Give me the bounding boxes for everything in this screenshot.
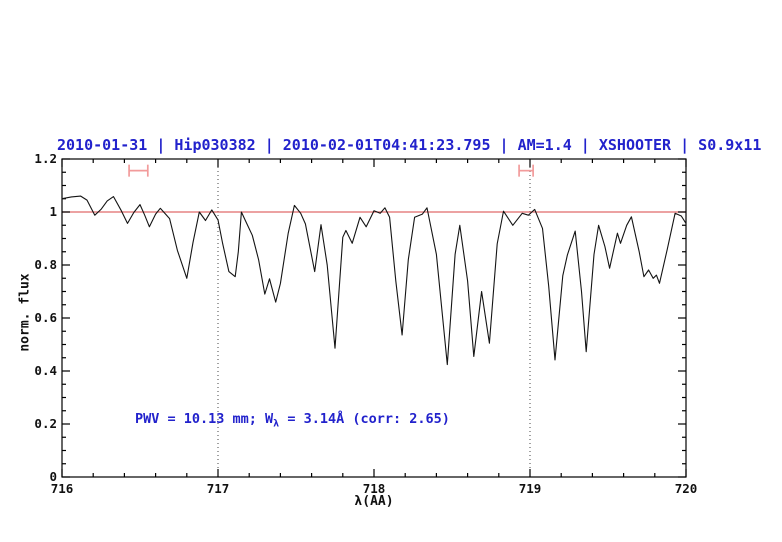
x-tick-label: 718 <box>363 481 386 496</box>
y-axis-title: norm. flux <box>17 273 33 352</box>
pwv-annotation-prefix: PWV = 10.13 mm; W <box>135 411 274 427</box>
plot-title: 2010-01-31 | Hip030382 | 2010-02-01T04:4… <box>57 136 762 154</box>
y-tick-label: 1.2 <box>34 151 57 166</box>
x-tick-label: 716 <box>51 481 74 496</box>
axes-frame <box>61 158 687 478</box>
y-tick-label: 0.8 <box>34 257 57 272</box>
pwv-annotation-subscript: λ <box>273 418 280 430</box>
x-axis-title: λ(AA) <box>354 494 394 509</box>
y-tick-label: 1 <box>49 204 57 219</box>
x-tick-label: 719 <box>519 481 542 496</box>
y-tick-label: 0.6 <box>34 310 57 325</box>
y-tick-label: 0.4 <box>34 363 57 378</box>
y-tick-label: 0.2 <box>34 416 57 431</box>
y-tick-label: 0 <box>49 469 57 484</box>
x-tick-label: 720 <box>675 481 698 496</box>
pwv-annotation: PWV = 10.13 mm; Wλ = 3.14Å (corr: 2.65) <box>135 411 450 430</box>
pwv-annotation-suffix: = 3.14Å (corr: 2.65) <box>279 411 450 427</box>
x-tick-label: 717 <box>207 481 230 496</box>
spectrum-line <box>61 195 687 366</box>
